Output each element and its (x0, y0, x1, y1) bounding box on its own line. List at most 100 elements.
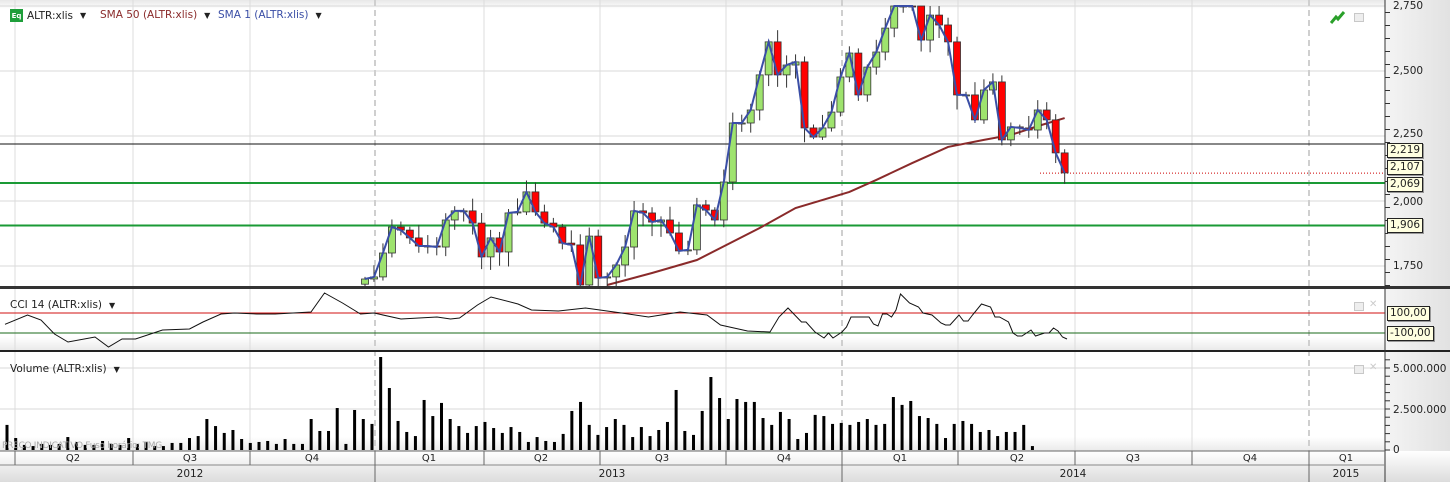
close-icon[interactable]: ✕ (1369, 299, 1378, 310)
volume-bar (179, 442, 183, 450)
candle-down (531, 191, 540, 213)
volume-bar (909, 400, 913, 450)
volume-bar (883, 423, 887, 450)
time-axis-background (0, 451, 1450, 482)
volume-bar (657, 429, 661, 450)
candle-down (997, 81, 1006, 141)
chevron-down-icon[interactable]: ▼ (113, 364, 120, 374)
volume-bar (978, 431, 982, 450)
volume-bar (31, 446, 35, 450)
candle-down (576, 244, 585, 286)
volume-bar (22, 444, 26, 450)
volume-bar (101, 440, 105, 450)
sma1-legend[interactable]: SMA 1 (ALTR:xlis) ▼ (218, 9, 322, 21)
volume-bar (761, 418, 765, 450)
price-tick: 2,000 (1393, 196, 1424, 208)
cci-legend[interactable]: CCI 14 (ALTR:xlis) ▼ (10, 299, 115, 311)
volume-bar (387, 388, 391, 450)
volume-legend[interactable]: Volume (ALTR:xlis) ▼ (10, 363, 120, 375)
volume-bar (109, 443, 113, 450)
volume-bar (492, 428, 496, 450)
candle-up (692, 204, 701, 251)
volume-bar (509, 427, 513, 450)
candle-up (361, 278, 369, 285)
candle-up (755, 74, 764, 111)
close-icon[interactable]: ✕ (1369, 362, 1378, 373)
volume-bar (535, 437, 539, 450)
volume-bar (231, 429, 235, 450)
panel-divider (0, 350, 1450, 352)
candle-up (388, 226, 396, 254)
volume-bar (605, 427, 609, 450)
volume-bar (552, 441, 556, 450)
restore-icon[interactable] (1354, 13, 1364, 22)
chevron-down-icon[interactable]: ▼ (80, 11, 87, 20)
volume-bar (709, 377, 713, 450)
sma50-legend[interactable]: SMA 50 (ALTR:xlis) ▼ (100, 9, 210, 21)
volume-bar (361, 419, 365, 450)
volume-bar (344, 443, 348, 450)
candle-down (594, 235, 603, 279)
volume-bar (379, 357, 383, 450)
volume-bar (214, 426, 218, 450)
restore-icon[interactable] (1354, 365, 1364, 374)
chevron-down-icon[interactable]: ▼ (109, 300, 116, 310)
volume-bar (665, 421, 669, 450)
volume-bar (413, 436, 417, 450)
volume-bar (752, 401, 756, 450)
quarter-label: Q4 (1242, 453, 1258, 464)
quarter-label: Q3 (182, 453, 198, 464)
watermark: PREÇO INDICATIVO Fuso horário: TMG (2, 441, 162, 451)
volume-bar (961, 420, 965, 450)
restore-icon[interactable] (1354, 302, 1364, 311)
candle-down (1051, 119, 1060, 154)
volume-bar (466, 432, 470, 450)
instrument-legend[interactable]: Eq ALTR:xlis ▼ (10, 9, 86, 22)
volume-bar (1004, 431, 1008, 450)
volume-bar (587, 424, 591, 450)
quarter-label: Q2 (533, 453, 549, 464)
candle-up (764, 41, 773, 76)
volume-bar (804, 432, 808, 450)
volume-bar (405, 431, 409, 450)
candle-down (773, 41, 782, 76)
volume-bar (40, 443, 44, 450)
volume-bar (248, 442, 252, 450)
price-tick: 2,250 (1393, 128, 1424, 140)
volume-bar (778, 411, 782, 450)
quarter-label: Q4 (776, 453, 792, 464)
volume-bar (335, 408, 339, 450)
trend-icon[interactable] (1330, 10, 1346, 24)
instrument-label: ALTR:xlis (27, 9, 74, 22)
cci-bottom-shade (0, 337, 1385, 350)
volume-bar (596, 434, 600, 450)
volume-bar (92, 444, 96, 450)
volume-bar (57, 443, 61, 450)
volume-bar (1022, 424, 1026, 450)
volume-bar (822, 416, 826, 450)
volume-bar (900, 404, 904, 450)
volume-bar (579, 401, 583, 450)
chevron-down-icon[interactable]: ▼ (204, 10, 211, 20)
candle-up (504, 212, 513, 253)
candle-up (719, 181, 728, 221)
chevron-down-icon[interactable]: ▼ (315, 10, 322, 20)
price-tick: 2,500 (1393, 65, 1424, 77)
volume-bar (75, 441, 79, 450)
volume-bar (283, 439, 287, 450)
volume-bar (544, 440, 548, 450)
volume-bar (353, 409, 357, 450)
volume-bar (926, 418, 930, 450)
volume-bar (874, 424, 878, 450)
quarter-label: Q1 (892, 453, 908, 464)
volume-bar (726, 419, 730, 450)
candle-up (863, 66, 872, 96)
candle-up (522, 191, 531, 213)
volume-bar (240, 439, 244, 450)
volume-bar (274, 443, 278, 450)
volume-bar (257, 441, 261, 450)
volume-bar (796, 439, 800, 450)
volume-bar (448, 419, 452, 450)
volume-bar (266, 440, 270, 450)
panel-divider (0, 286, 1450, 289)
